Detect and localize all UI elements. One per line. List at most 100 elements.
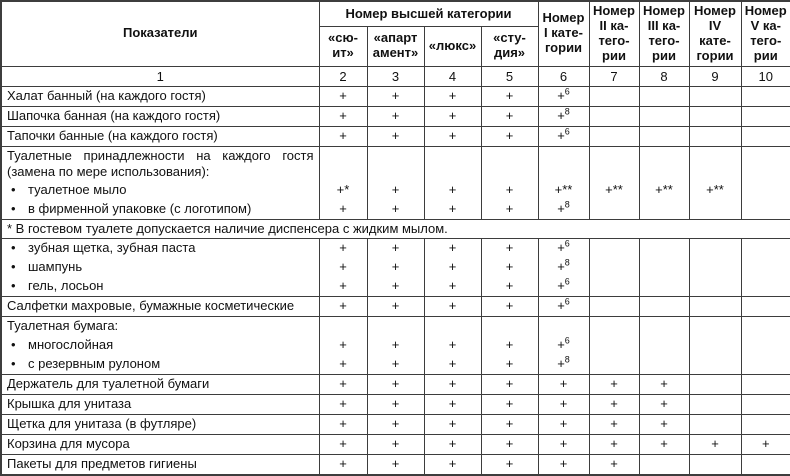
mark-cell: + (366, 354, 425, 375)
column-number: 10 (740, 65, 790, 87)
column-number: 7 (588, 65, 640, 87)
mark-cell (537, 145, 590, 181)
mark-cell: + (480, 413, 539, 435)
mark-cell: + (423, 276, 482, 297)
col-header-lux: «люкс» (423, 26, 482, 67)
mark-cell: + (480, 237, 539, 258)
row-label: • шампунь (0, 257, 320, 277)
mark-cell (688, 315, 742, 336)
mark-cell: + (588, 373, 640, 395)
mark-cell: +8 (537, 105, 590, 127)
table-row: • в фирменной упаковке (с логотипом) + + + + +… (0, 199, 790, 220)
mark-cell (740, 335, 790, 355)
mark-cell: + (366, 453, 425, 476)
mark-cell (588, 105, 640, 127)
table-row: Халат банный (на каждого гостя) + + + + +6 (0, 85, 790, 107)
mark-cell (480, 145, 539, 181)
mark-cell: + (480, 453, 539, 476)
mark-cell: + (740, 433, 790, 455)
mark-cell: + (318, 433, 368, 455)
row-label: • многослойная (0, 335, 320, 355)
row-label: Тапочки банные (на каждого гостя) (0, 125, 320, 147)
row-label: Халат банный (на каждого гостя) (0, 85, 320, 107)
column-number: 3 (366, 65, 425, 87)
mark-cell: + (318, 413, 368, 435)
table-body: Халат банный (на каждого гостя) + + + + +6 Шап… (0, 85, 790, 476)
mark-cell: + (480, 180, 539, 200)
mark-cell (638, 276, 690, 297)
mark-cell: + (688, 433, 742, 455)
mark-cell (318, 315, 368, 336)
mark-cell (588, 295, 640, 317)
mark-cell (740, 393, 790, 415)
column-number: 1 (0, 65, 320, 87)
row-label: Туалетная бумага: (0, 315, 320, 336)
mark-cell: + (423, 295, 482, 317)
table-row: Салфетки махровые, бумажные косметически… (0, 295, 790, 317)
mark-cell (740, 315, 790, 336)
mark-cell (740, 295, 790, 317)
bullet-icon: • (11, 356, 16, 372)
mark-cell (688, 125, 742, 147)
col-header-indicators: Показатели (0, 0, 320, 67)
mark-cell (740, 145, 790, 181)
bullet-icon: • (11, 337, 16, 353)
col-header-apartment: «апарт амент» (366, 26, 425, 67)
mark-cell (740, 453, 790, 476)
mark-cell (638, 145, 690, 181)
mark-cell: + (318, 354, 368, 375)
mark-cell: + (366, 257, 425, 277)
mark-cell: + (366, 335, 425, 355)
mark-cell: + (423, 453, 482, 476)
mark-cell: + (480, 85, 539, 107)
mark-cell: + (480, 373, 539, 395)
mark-cell: + (588, 453, 640, 476)
mark-cell: + (318, 393, 368, 415)
mark-cell: + (588, 393, 640, 415)
table-row: • шампунь + + + + +8 (0, 257, 790, 277)
mark-cell (740, 257, 790, 277)
mark-cell: + (480, 257, 539, 277)
mark-cell (588, 354, 640, 375)
table-row: Крышка для унитаза + + + + + + + (0, 393, 790, 415)
mark-cell (688, 237, 742, 258)
table-row: • туалетное мыло +* + + + +** +** +** +** (0, 180, 790, 200)
mark-cell: + (318, 453, 368, 476)
mark-cell: + (423, 199, 482, 220)
mark-cell: + (423, 85, 482, 107)
mark-cell (366, 145, 425, 181)
col-header-category-2: Номер II ка- тего- рии (588, 0, 640, 67)
mark-cell (740, 413, 790, 435)
mark-cell (588, 85, 640, 107)
mark-cell: + (480, 354, 539, 375)
row-label: • в фирменной упаковке (с логотипом) (0, 199, 320, 220)
mark-cell (740, 125, 790, 147)
mark-cell: + (423, 433, 482, 455)
mark-cell (740, 85, 790, 107)
mark-cell: + (423, 335, 482, 355)
row-label: Пакеты для предметов гигиены (0, 453, 320, 476)
column-number: 8 (638, 65, 690, 87)
mark-cell (688, 413, 742, 435)
mark-cell: + (423, 257, 482, 277)
bullet-icon: • (11, 278, 16, 294)
mark-cell: +8 (537, 257, 590, 277)
mark-cell (588, 145, 640, 181)
col-header-category-5: Номер V ка- тего- рии (740, 0, 790, 67)
mark-cell (740, 276, 790, 297)
table-row: • многослойная + + + + +6 (0, 335, 790, 355)
column-numbers-row: 1 2 3 4 5 6 7 8 9 10 (0, 65, 790, 87)
mark-cell (688, 105, 742, 127)
mark-cell: + (537, 453, 590, 476)
mark-cell: + (318, 335, 368, 355)
mark-cell: + (318, 276, 368, 297)
mark-cell (588, 125, 640, 147)
mark-cell (537, 315, 590, 336)
column-number: 9 (688, 65, 742, 87)
mark-cell: + (366, 237, 425, 258)
row-label: • туалетное мыло (0, 180, 320, 200)
mark-cell (638, 315, 690, 336)
mark-cell (588, 335, 640, 355)
mark-cell (688, 257, 742, 277)
mark-cell (638, 257, 690, 277)
